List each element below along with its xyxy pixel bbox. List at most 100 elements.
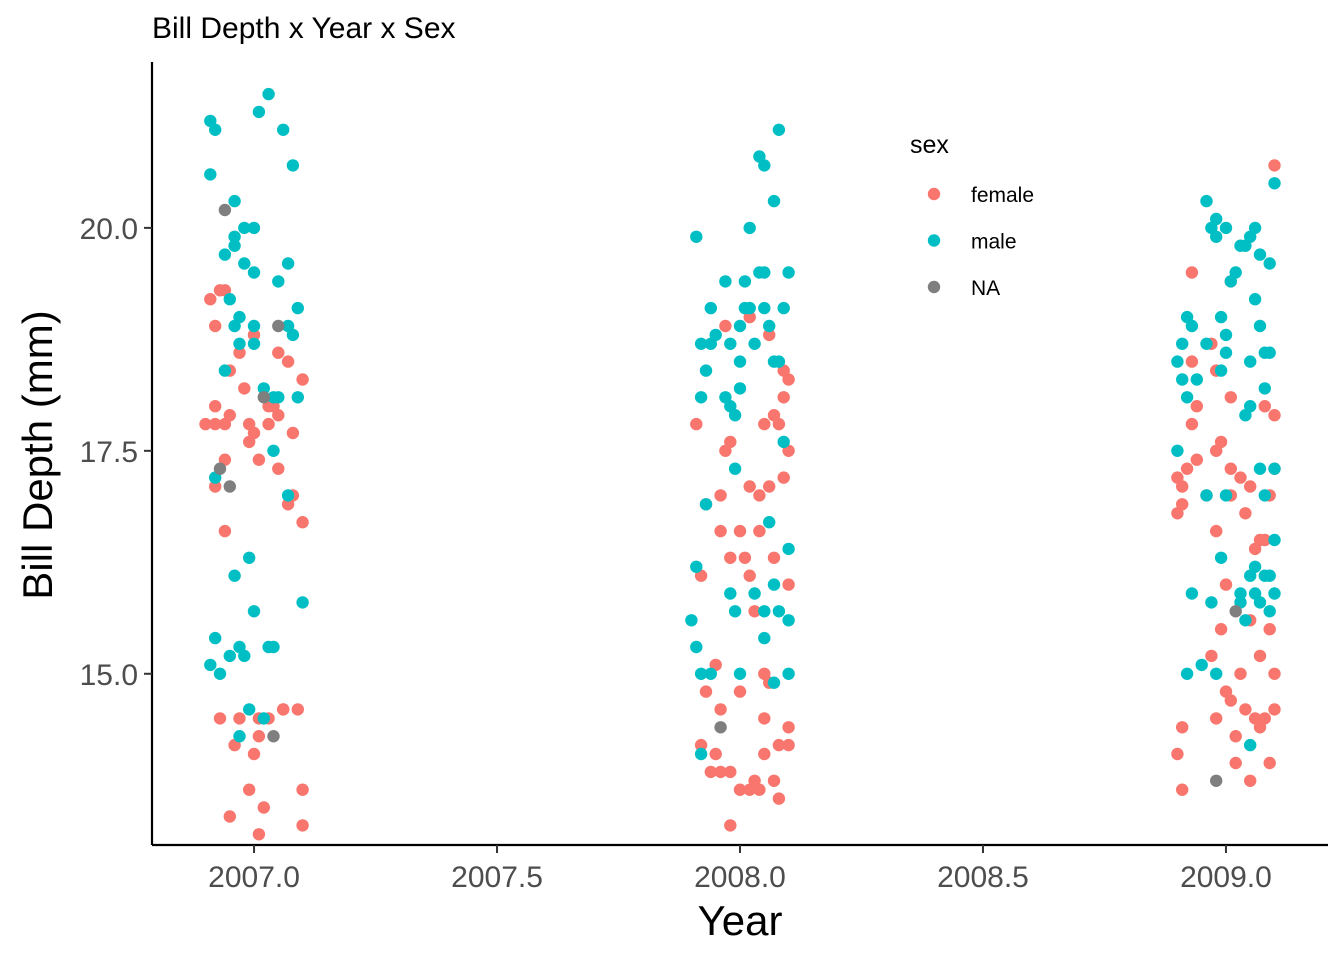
data-point [694,391,708,404]
data-point [1258,382,1272,395]
data-point [777,391,790,404]
data-point [233,730,246,743]
data-point [272,391,285,404]
data-point [1185,587,1199,600]
data-point [743,301,756,315]
data-point [1200,337,1213,350]
data-point [257,801,270,814]
data-point [218,203,232,217]
data-point [247,328,261,342]
data-point [233,346,246,359]
data-point [1253,462,1267,475]
data-point [247,337,261,350]
data-point [223,649,236,663]
data-point [1185,355,1199,368]
data-point [1210,230,1223,243]
data-point [772,738,786,752]
data-point [213,712,227,725]
data-point [204,293,217,306]
data-point [267,640,280,654]
data-point [281,498,295,511]
data-point [767,578,781,591]
x-tick-label: 2008.0 [694,861,786,894]
data-point [218,364,232,377]
data-point [1229,605,1242,618]
data-point [767,676,781,689]
data-point [233,337,246,350]
data-point [767,409,781,422]
data-point [1210,524,1223,538]
data-point [724,337,737,350]
data-point [1214,551,1228,564]
series-na [213,203,1242,787]
x-tick-label: 2008.5 [937,861,1029,894]
data-point [719,275,732,288]
data-point [782,721,795,734]
data-point [291,703,304,716]
data-point [748,587,761,600]
y-axis-title: Bill Depth (mm) [14,310,61,599]
legend: sex female male NA [910,131,1034,300]
data-point [753,783,766,796]
data-point [213,462,227,475]
data-point [1263,623,1276,636]
data-point [267,730,280,743]
data-point [743,221,756,235]
data-point [724,551,737,564]
data-point [209,631,222,645]
data-point [238,257,251,270]
data-point [1268,533,1281,547]
data-point [704,765,717,779]
data-point [748,337,761,350]
data-point [296,516,309,529]
data-point [1263,257,1276,270]
data-point [694,747,708,761]
data-point [1258,489,1272,502]
data-point [257,712,270,725]
data-point [1263,605,1276,618]
data-point [758,631,771,645]
data-point [243,783,256,796]
data-point [1268,409,1281,422]
legend-title: sex [910,131,949,159]
data-point [1234,587,1247,600]
legend-label-female: female [971,184,1034,207]
data-point [209,319,222,333]
data-point [704,667,717,680]
data-point [1200,489,1213,502]
data-point [690,417,703,431]
data-point [233,712,246,725]
data-point [733,382,747,395]
data-point [1268,462,1281,475]
data-point [277,703,290,716]
data-point [709,747,722,761]
data-point [228,239,241,252]
x-tick-label: 2007.5 [451,861,543,894]
data-point [1229,730,1242,743]
data-point [296,596,309,609]
data-point [1268,703,1281,716]
data-point [1248,221,1262,235]
data-point [1224,462,1238,475]
y-tick-label: 15.0 [80,659,138,692]
data-point [1176,783,1189,796]
data-point [738,551,752,564]
series-male [204,87,1281,761]
data-point [243,703,256,716]
data-point [1224,694,1238,707]
data-point [247,605,261,618]
y-axis-ticks: 15.0 17.5 20.0 [80,213,152,692]
data-point [777,435,790,449]
data-point [1205,596,1218,609]
data-point [767,194,781,208]
data-point [209,400,222,413]
data-point [1244,480,1257,493]
data-point [782,667,795,680]
data-point [719,391,732,404]
data-point [228,194,241,208]
data-point [763,480,776,493]
data-point [758,605,771,618]
data-point [694,667,708,680]
data-point [758,266,771,279]
data-point [733,783,747,796]
